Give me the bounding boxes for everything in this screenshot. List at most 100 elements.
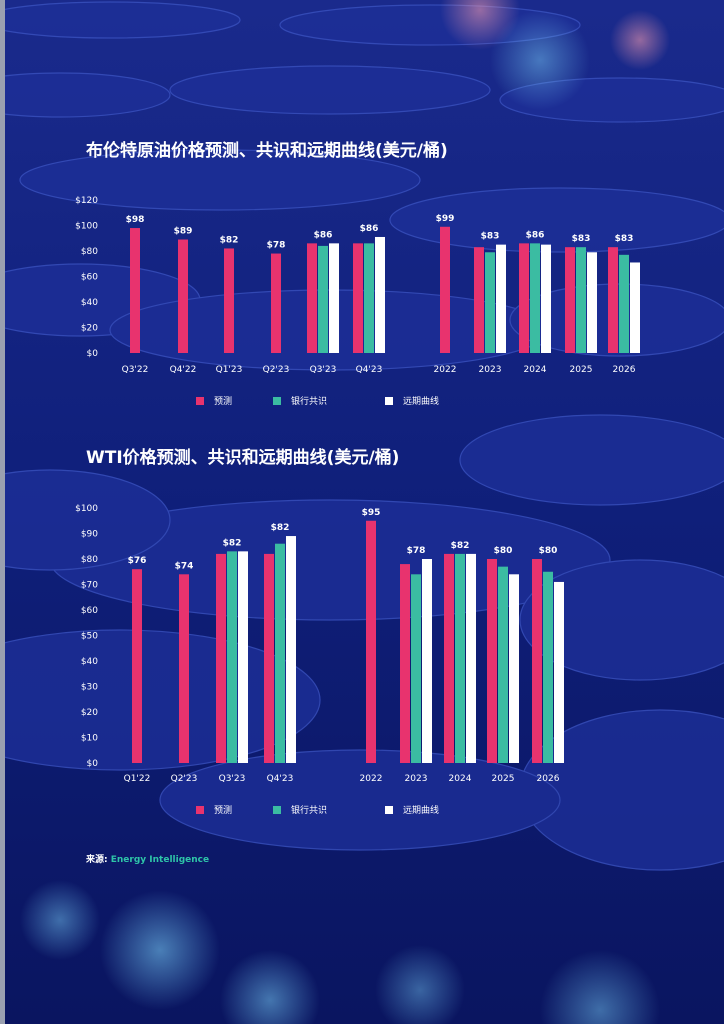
x-tick-label: Q2'23: [263, 365, 290, 375]
bar-forward: [238, 551, 248, 763]
bar-forward: [496, 244, 506, 353]
x-tick-label: 2023: [479, 365, 502, 375]
legend-label-forward: 远期曲线: [403, 395, 439, 407]
brent-chart-title: 布伦特原油价格预测、共识和远期曲线(美元/桶): [86, 141, 448, 161]
x-tick-label: Q1'23: [216, 365, 243, 375]
bar-forecast: [132, 569, 142, 763]
bar-consensus: [364, 243, 374, 353]
bar-consensus: [455, 553, 465, 763]
y-tick-label: $100: [75, 504, 98, 514]
legend-label-consensus: 银行共识: [291, 804, 327, 816]
bar-forecast: [179, 574, 189, 763]
x-tick-label: 2026: [613, 365, 636, 375]
x-tick-label: Q3'23: [219, 774, 246, 784]
data-label: $83: [615, 234, 634, 244]
data-label: $80: [539, 546, 558, 556]
data-label: $95: [362, 508, 381, 518]
x-tick-label: 2026: [537, 774, 560, 784]
bar-forecast: [444, 553, 454, 763]
bar-forward: [587, 252, 597, 353]
y-tick-label: $10: [81, 734, 98, 744]
data-label: $86: [314, 230, 333, 240]
bar-forward: [466, 553, 476, 763]
bar-forecast: [216, 553, 226, 763]
bar-forecast: [474, 247, 484, 353]
bar-forecast: [400, 564, 410, 763]
legend-swatch-consensus: [273, 806, 281, 814]
legend-swatch-consensus: [273, 397, 281, 405]
y-tick-label: $0: [87, 759, 99, 769]
data-label: $76: [128, 556, 147, 566]
x-tick-label: Q4'22: [170, 365, 197, 375]
x-tick-label: 2024: [524, 365, 547, 375]
data-label: $82: [271, 523, 290, 533]
x-tick-label: 2024: [449, 774, 472, 784]
x-tick-label: Q3'22: [122, 365, 149, 375]
bar-forward: [329, 243, 339, 353]
legend-swatch-forward: [385, 806, 393, 814]
bar-consensus: [411, 574, 421, 763]
bar-forward: [541, 244, 551, 353]
legend-label-forward: 远期曲线: [403, 804, 439, 816]
x-tick-label: Q3'23: [310, 365, 337, 375]
data-label: $86: [360, 224, 379, 234]
legend-label-consensus: 银行共识: [291, 395, 327, 407]
data-label: $99: [436, 214, 455, 224]
bar-forecast: [519, 243, 529, 353]
bar-forecast: [565, 247, 575, 353]
bar-consensus: [543, 571, 553, 763]
y-tick-label: $30: [81, 683, 98, 693]
x-tick-label: 2022: [360, 774, 383, 784]
data-label: $86: [526, 230, 545, 240]
bar-forward: [509, 574, 519, 763]
data-label: $98: [126, 215, 145, 225]
x-tick-label: Q2'23: [171, 774, 198, 784]
bar-consensus: [619, 254, 629, 353]
data-label: $83: [572, 234, 591, 244]
bar-forecast: [264, 553, 274, 763]
bar-consensus: [530, 243, 540, 353]
y-tick-label: $60: [81, 273, 98, 283]
bar-consensus: [275, 543, 285, 763]
data-label: $82: [220, 235, 239, 245]
legend-swatch-forecast: [196, 806, 204, 814]
bar-forecast: [130, 228, 140, 353]
x-tick-label: Q4'23: [267, 774, 294, 784]
wti-chart-title: WTI价格预测、共识和远期曲线(美元/桶): [86, 448, 400, 468]
y-tick-label: $70: [81, 581, 98, 591]
data-label: $82: [223, 538, 242, 548]
y-tick-label: $80: [81, 555, 98, 565]
source-label: 来源:: [86, 855, 108, 865]
legend-swatch-forecast: [196, 397, 204, 405]
x-tick-label: 2023: [405, 774, 428, 784]
data-label: $83: [481, 232, 500, 242]
data-label: $80: [494, 546, 513, 556]
left-edge-strip: [0, 0, 5, 1024]
bar-forward: [630, 262, 640, 353]
bar-consensus: [576, 247, 586, 353]
data-label: $82: [451, 541, 470, 551]
data-label: $74: [175, 561, 194, 571]
bar-forward: [422, 559, 432, 763]
bar-forecast: [532, 559, 542, 763]
bar-forward: [554, 581, 564, 763]
y-tick-label: $90: [81, 530, 98, 540]
bar-forecast: [440, 226, 450, 353]
y-tick-label: $20: [81, 324, 98, 334]
source-value: Energy Intelligence: [110, 855, 210, 865]
bar-forecast: [224, 248, 234, 353]
source-note: 来源: Energy Intelligence: [86, 852, 209, 865]
bar-consensus: [485, 252, 495, 353]
x-tick-label: Q1'22: [124, 774, 151, 784]
y-tick-label: $120: [75, 196, 98, 206]
bar-consensus: [498, 566, 508, 763]
y-tick-label: $40: [81, 298, 98, 308]
bar-forecast: [178, 239, 188, 353]
bar-forward: [286, 536, 296, 763]
data-label: $78: [267, 241, 286, 251]
bar-forecast: [353, 243, 363, 353]
y-tick-label: $40: [81, 657, 98, 667]
legend-label-forecast: 预测: [214, 805, 232, 816]
y-tick-label: $0: [87, 349, 99, 359]
